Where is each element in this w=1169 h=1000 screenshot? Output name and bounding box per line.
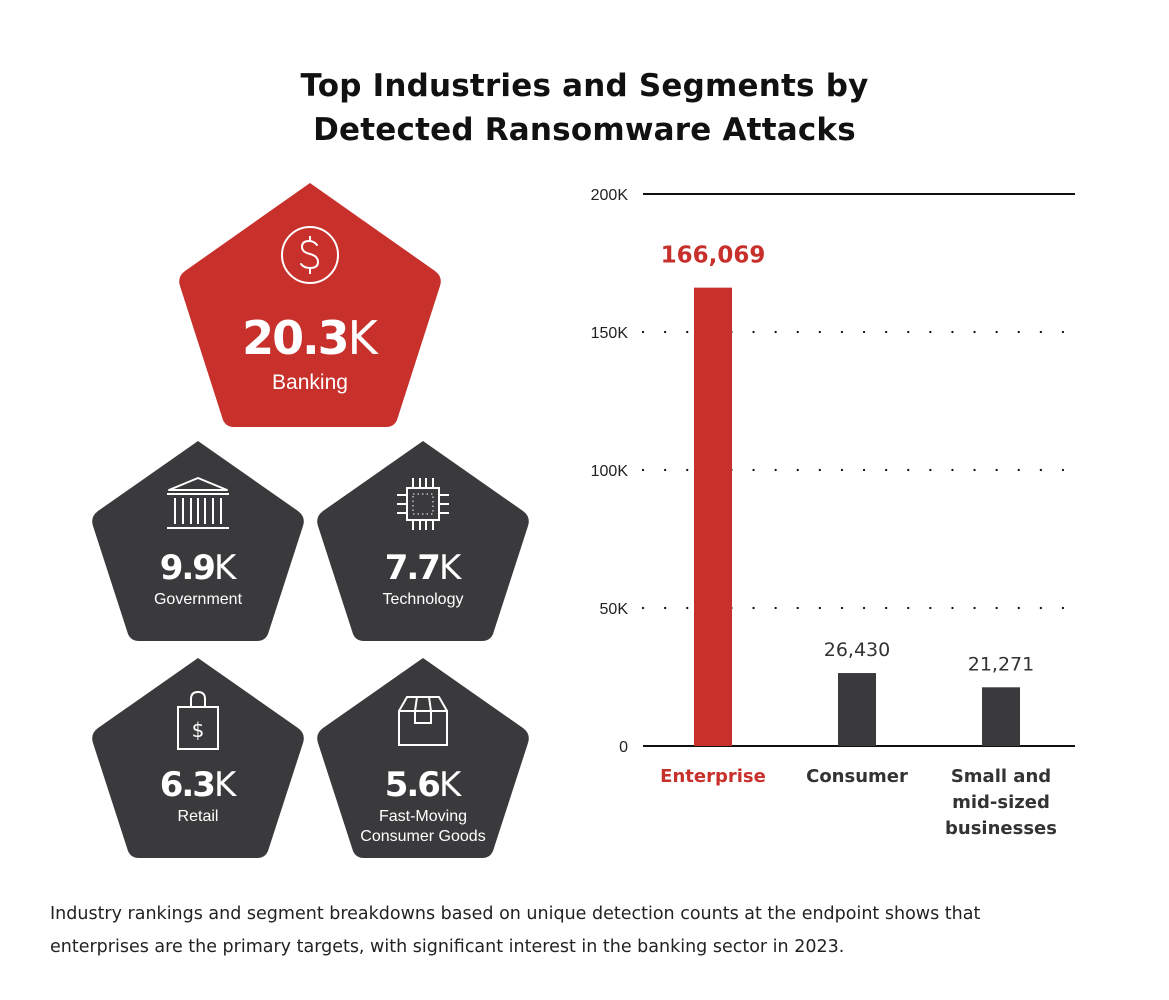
x-category-label: businesses [945, 818, 1057, 839]
technology-value-number: 7.7 [384, 548, 441, 588]
caption: Industry rankings and segment breakdowns… [50, 898, 1130, 964]
pentagon-fill [92, 441, 304, 641]
fmcg-label-line-2: Consumer Goods [360, 828, 486, 845]
government-building-icon [167, 477, 229, 529]
technology-value-unit: K [438, 548, 462, 588]
svg-text:$: $ [192, 718, 205, 742]
bar-0 [694, 287, 732, 746]
retail-value-number: 6.3 [159, 765, 216, 805]
fmcg-value: 5.6K [316, 765, 530, 805]
technology-label: Technology [382, 591, 464, 608]
industry-retail-card: $ 6.3K Retail [91, 655, 305, 861]
bar-value-label: 166,069 [661, 243, 766, 269]
segment-bar-chart: 0 50K 100K 150K 200K 166,069 Enterprise 26,430 C… [591, 187, 1077, 839]
retail-value: 6.3K [91, 765, 305, 805]
banking-label: Banking [272, 371, 348, 394]
retail-label: Retail [177, 808, 219, 825]
industry-fmcg-card: 5.6K Fast-Moving Consumer Goods [316, 655, 530, 861]
caption-line-2: enterprises are the primary targets, wit… [50, 937, 845, 957]
fmcg-value-unit: K [438, 765, 462, 805]
retail-value-unit: K [213, 765, 237, 805]
industry-banking-card: 20.3K Banking [178, 180, 442, 430]
government-value-number: 9.9 [159, 548, 216, 588]
pentagon-fill [92, 658, 304, 858]
pentagon-fill [179, 183, 441, 427]
chart-title-line-1: Top Industries and Segments by [300, 68, 869, 104]
y-tick-label: 150K [591, 325, 629, 342]
dollar-circle-icon [281, 226, 339, 284]
y-tick-label: 200K [591, 187, 629, 204]
x-category-label: Enterprise [660, 766, 766, 787]
package-box-icon [398, 696, 448, 746]
pentagon-fill [317, 658, 529, 858]
industry-government-card: 9.9K Government [91, 438, 305, 644]
bar-1 [838, 673, 876, 746]
pentagon-shape [317, 441, 529, 641]
bar-2 [982, 687, 1020, 746]
x-category-label: Small and [951, 766, 1051, 787]
microchip-icon [397, 478, 449, 530]
pentagon-fill [317, 441, 529, 641]
y-tick-label: 100K [591, 463, 629, 480]
fmcg-value-number: 5.6 [384, 765, 441, 805]
y-tick-label: 0 [619, 739, 628, 756]
government-value-unit: K [213, 548, 237, 588]
government-label: Government [153, 591, 243, 608]
pentagon-shape [317, 658, 529, 858]
banking-value-number: 20.3 [242, 311, 349, 365]
pentagon-shape [92, 441, 304, 641]
shopping-bag-icon: $ [177, 690, 219, 750]
x-category-label: mid-sized [952, 792, 1050, 813]
industry-technology-card: 7.7K Technology [316, 438, 530, 644]
pentagon-shape [92, 658, 304, 858]
technology-value: 7.7K [316, 548, 530, 588]
government-value: 9.9K [91, 548, 305, 588]
banking-value: 20.3K [178, 312, 442, 364]
bar-value-label: 21,271 [968, 653, 1034, 675]
fmcg-label-line-1: Fast-Moving [378, 808, 468, 825]
caption-line-1: Industry rankings and segment breakdowns… [50, 904, 981, 924]
chart-title-line-2: Detected Ransomware Attacks [313, 112, 856, 148]
x-category-label: Consumer [806, 766, 908, 787]
banking-value-unit: K [347, 311, 378, 365]
bar-value-label: 26,430 [824, 639, 890, 661]
pentagon-shape [179, 183, 441, 427]
y-tick-label: 50K [600, 601, 629, 618]
